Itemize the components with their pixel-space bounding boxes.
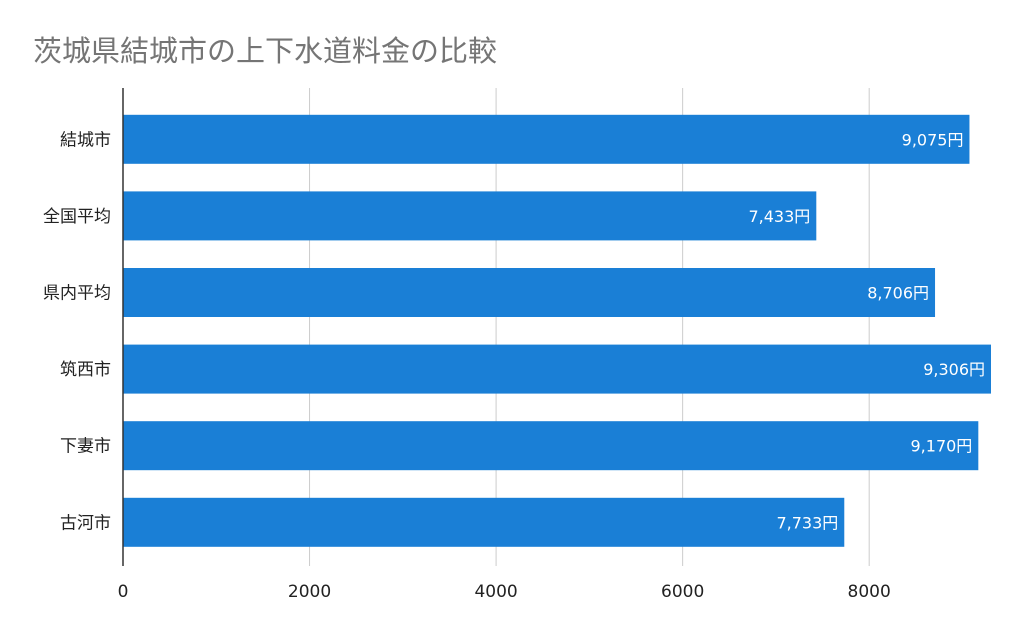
data-label: 8,706円 — [867, 284, 929, 303]
x-tick-label: 2000 — [288, 582, 331, 602]
bar — [123, 497, 845, 547]
data-label: 9,075円 — [902, 130, 964, 149]
category-label: 下妻市 — [60, 437, 111, 457]
category-label: 結城市 — [60, 130, 111, 150]
x-tick-label: 6000 — [661, 582, 704, 602]
data-label: 7,733円 — [776, 513, 838, 532]
category-label: 全国平均 — [43, 207, 111, 227]
category-label: 筑西市 — [60, 360, 111, 380]
x-tick-label: 0 — [118, 582, 129, 602]
bar — [123, 421, 979, 471]
bar — [123, 344, 991, 394]
bar — [123, 114, 970, 164]
data-label: 9,306円 — [923, 360, 985, 379]
data-label: 7,433円 — [748, 207, 810, 226]
data-label: 9,170円 — [911, 437, 973, 456]
x-tick-label: 4000 — [474, 582, 517, 602]
bar — [123, 268, 936, 317]
x-tick-label: 8000 — [848, 582, 891, 602]
chart-title: 茨城県結城市の上下水道料金の比較 — [33, 34, 498, 68]
bar — [123, 191, 817, 241]
category-label: 県内平均 — [43, 284, 111, 304]
category-label: 古河市 — [60, 513, 111, 533]
